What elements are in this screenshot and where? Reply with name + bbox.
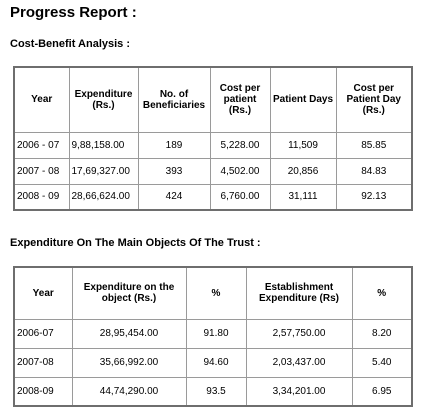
cell-object-percent: 91.80 [185,318,247,349]
cell-beneficiaries: 393 [137,157,211,185]
cell-year: 2006-07 [13,318,73,349]
cell-establishment-percent: 8.20 [351,318,413,349]
cell-establishment-percent: 5.40 [351,347,413,378]
cell-expenditure-on-object: 28,95,454.00 [71,318,187,349]
cell-cost-per-patient: 6,760.00 [209,183,271,211]
cell-beneficiaries: 424 [137,183,211,211]
cell-cost-per-patient-day: 92.13 [335,183,413,211]
table-row: 2008-09 44,74,290.00 93.5 3,34,201.00 6.… [13,376,413,407]
header-expenditure-on-object: Expenditure on the object (Rs.) [71,266,187,320]
header-beneficiaries: No. of Beneficiaries [137,66,211,133]
cell-expenditure: 17,69,327.00 [68,157,139,185]
header-expenditure: Expenditure (Rs.) [68,66,139,133]
cell-year: 2008 - 09 [13,183,70,211]
table-header-row: Year Expenditure (Rs.) No. of Beneficiar… [13,66,413,133]
cost-benefit-section-title: Cost-Benefit Analysis : [10,38,131,50]
cell-cost-per-patient: 5,228.00 [209,131,271,159]
cost-benefit-table: Year Expenditure (Rs.) No. of Beneficiar… [13,66,413,211]
table-row: 2006 - 07 9,88,158.00 189 5,228.00 11,50… [13,131,413,159]
header-patient-days: Patient Days [269,66,337,133]
table-row: 2007 - 08 17,69,327.00 393 4,502.00 20,8… [13,157,413,185]
cell-expenditure: 28,66,624.00 [68,183,139,211]
header-establishment-expenditure: Establishment Expenditure (Rs) [245,266,353,320]
page-title: Progress Report : [10,4,137,21]
cell-expenditure: 9,88,158.00 [68,131,139,159]
cell-establishment-expenditure: 2,57,750.00 [245,318,353,349]
cell-establishment-expenditure: 2,03,437.00 [245,347,353,378]
cell-cost-per-patient-day: 84.83 [335,157,413,185]
cell-year: 2008-09 [13,376,73,407]
cell-establishment-expenditure: 3,34,201.00 [245,376,353,407]
cell-beneficiaries: 189 [137,131,211,159]
cell-year: 2006 - 07 [13,131,70,159]
expenditure-section-title: Expenditure On The Main Objects Of The T… [10,237,261,249]
cell-expenditure-on-object: 44,74,290.00 [71,376,187,407]
header-cost-per-patient: Cost per patient (Rs.) [209,66,271,133]
cell-year: 2007 - 08 [13,157,70,185]
header-year: Year [13,266,73,320]
cell-object-percent: 94.60 [185,347,247,378]
cell-patient-days: 20,856 [269,157,337,185]
cell-patient-days: 11,509 [269,131,337,159]
header-year: Year [13,66,70,133]
cell-expenditure-on-object: 35,66,992.00 [71,347,187,378]
header-object-percent: % [185,266,247,320]
table-row: 2008 - 09 28,66,624.00 424 6,760.00 31,1… [13,183,413,211]
header-cost-per-patient-day: Cost per Patient Day (Rs.) [335,66,413,133]
header-establishment-percent: % [351,266,413,320]
cell-object-percent: 93.5 [185,376,247,407]
cell-cost-per-patient-day: 85.85 [335,131,413,159]
cell-establishment-percent: 6.95 [351,376,413,407]
cell-year: 2007-08 [13,347,73,378]
table-header-row: Year Expenditure on the object (Rs.) % E… [13,266,413,320]
cell-patient-days: 31,111 [269,183,337,211]
table-row: 2006-07 28,95,454.00 91.80 2,57,750.00 8… [13,318,413,349]
table-row: 2007-08 35,66,992.00 94.60 2,03,437.00 5… [13,347,413,378]
cell-cost-per-patient: 4,502.00 [209,157,271,185]
expenditure-table: Year Expenditure on the object (Rs.) % E… [13,266,413,407]
